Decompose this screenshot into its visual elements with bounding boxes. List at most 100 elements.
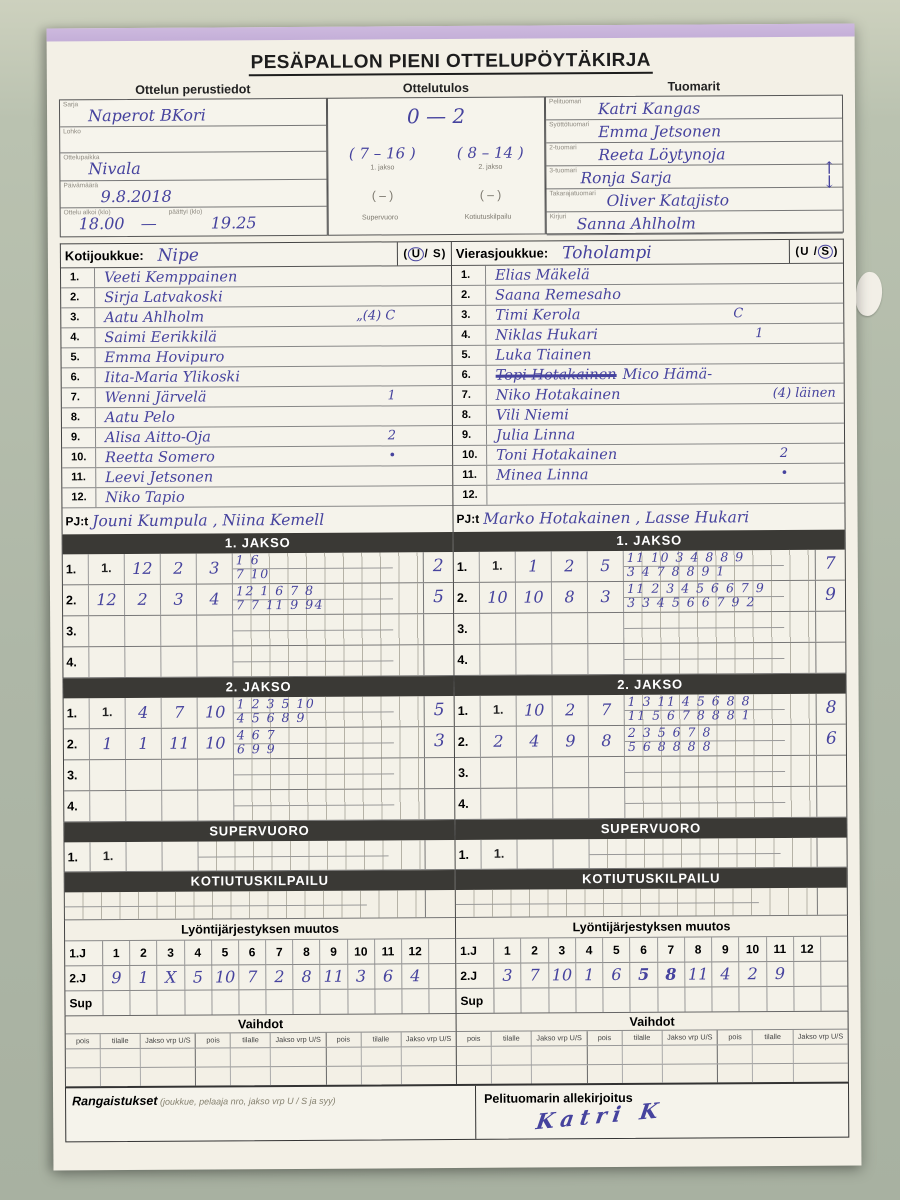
- player-row: 11. Leevi Jetsonen: [62, 466, 453, 489]
- player-row: 5. Emma Hovipuro: [61, 346, 452, 369]
- substitutions-away: Vaihdot pois tilalle Jakso vrp U/S pois til…: [456, 1010, 848, 1084]
- substitution-row: [65, 1045, 456, 1068]
- kotiutuskilpailu-row: [455, 887, 847, 918]
- inning-row: 4.: [63, 645, 454, 679]
- player-row: 10. Reetta Somero •: [62, 446, 453, 469]
- kotiutuskilpailu-score: ( – ): [479, 187, 502, 202]
- match-basics: Ottelun perustiedot Sarja Naperot BKori …: [58, 82, 328, 238]
- pad-binding-strip: [46, 23, 855, 42]
- scoresheet-paper: PESÄPALLON PIENI OTTELUPÖYTÄKIRJA Ottelu…: [46, 23, 862, 1171]
- player-row: 11. Minea Linna •: [453, 463, 845, 487]
- player-row: 4. Niklas Hukari 1: [452, 323, 844, 347]
- order-change-row: 2.J 9 1 X 5 10 7 2 8 11 3 6 4: [65, 962, 456, 991]
- order-header-row: 1.J 1 2 3 4 5 6 7 8 9 10 11 12: [456, 935, 848, 963]
- player-row: 12. Niko Tapio: [62, 486, 453, 509]
- kotiutuskilpailu-bar: KOTIUTUSKILPAILU: [64, 870, 455, 893]
- referee-row: 2-tuomari Reeta Löytynoja: [546, 141, 843, 167]
- away-coaches-row: PJ:t Marko Hotakainen , Lasse Hukari: [456, 508, 750, 528]
- field-sarja: Sarja Naperot BKori: [59, 98, 327, 128]
- swap-arrows: ↑ ↓: [822, 158, 837, 193]
- player-row: 2. Saana Remesaho: [452, 283, 844, 307]
- player-row: 9. Alisa Aitto-Oja 2: [61, 426, 453, 449]
- player-row: 12.: [453, 483, 845, 507]
- inning-row: 4.: [64, 789, 455, 823]
- player-row: 5. Luka Tiainen: [452, 343, 844, 367]
- supervuoro-row: 1. 1.: [64, 840, 455, 873]
- field-paivamaara: Päivämäärä 9.8.2018: [60, 179, 327, 209]
- paivamaara-value: 9.8.2018: [100, 186, 172, 207]
- player-row: 10. Toni Hotakainen 2: [453, 443, 845, 467]
- period2-section: 2. JAKSO 1. 1. 4 7 10 1 2 3 5 10 4 5 6 8 …: [62, 673, 848, 823]
- referee-row: Syöttötuomari Emma Jetsonen: [546, 118, 843, 144]
- period2-bar: 2. JAKSO: [454, 673, 846, 696]
- paattyi-value: 19.25: [210, 213, 257, 233]
- referees: Tuomarit Pelituomari Katri Kangas Syöttö…: [544, 79, 844, 236]
- field-ottelupaikka: Ottelupaikka Nivala: [60, 151, 327, 182]
- referee-row: Pelituomari Katri Kangas: [545, 95, 843, 121]
- inning-row: 3.: [454, 611, 846, 645]
- away-roster: Vierasjoukkue: Toholampi (U / S) 1. Elias …: [451, 239, 845, 532]
- kotiutuskilpailu-home: KOTIUTUSKILPAILU: [64, 869, 456, 921]
- kotiutuskilpailu-section: KOTIUTUSKILPAILU KOTIUTUSKILPAILU: [63, 867, 848, 921]
- player-row: 8. Vili Niemi: [452, 403, 844, 427]
- period1-bar: 1. JAKSO: [62, 532, 453, 555]
- player-row: 3. Timi Kerola C: [452, 303, 844, 327]
- sarja-value: Naperot BKori: [87, 105, 206, 126]
- kotiutuskilpailu-row: [64, 890, 455, 921]
- player-row: 1. Elias Mäkelä: [451, 263, 844, 287]
- penalties-box: Rangaistukset (joukkue, pelaaja nro, jak…: [65, 1085, 477, 1142]
- player-row: 6. Topi Hotakainen Mico Hämä-: [452, 363, 844, 387]
- player-row: 4. Saimi Eerikkilä: [61, 326, 452, 349]
- substitution-row: [456, 1043, 848, 1065]
- final-score: 0 — 2: [406, 103, 466, 129]
- header-section: Ottelun perustiedot Sarja Naperot BKori …: [58, 79, 844, 238]
- period1-score: ( 7 – 16 ): [348, 144, 416, 163]
- inning-row: 3.: [63, 758, 455, 792]
- substitution-row: [456, 1062, 848, 1084]
- away-team-name: Toholampi: [562, 242, 652, 263]
- home-us-selector: (U / S): [396, 242, 451, 266]
- player-row: 9. Julia Linna: [452, 423, 845, 447]
- supervuoro-bar: SUPERVUORO: [455, 817, 847, 840]
- supervuoro-home: SUPERVUORO 1. 1.: [64, 819, 456, 873]
- order-header-row: 1.J 1 2 3 4 5 6 7 8 9 10 11 12: [65, 937, 456, 966]
- player-row: 3. Aatu Ahlholm „(4) C: [61, 306, 452, 329]
- player-row: 1. Veeti Kemppainen: [60, 266, 452, 289]
- inning-row: 3.: [454, 755, 847, 789]
- ottelupaikka-value: Nivala: [88, 158, 141, 179]
- supervuoro-row: 1. 1.: [455, 837, 847, 870]
- basics-heading: Ottelun perustiedot: [135, 82, 251, 97]
- substitution-row: [65, 1064, 456, 1087]
- referee-row: 3-tuomari Ronja Sarja: [546, 164, 843, 190]
- substitutions-home: Vaihdot pois tilalle Jakso vrp U/S pois til…: [65, 1012, 457, 1087]
- order-change-row: 2.J 3 7 10 1 6 5 8 11 4 2 9: [456, 960, 848, 988]
- substitutions-section: Vaihdot pois tilalle Jakso vrp U/S pois til…: [64, 1010, 849, 1087]
- away-team-label: Vierasjoukkue:: [455, 245, 549, 261]
- background-tape-scrap: [853, 270, 885, 318]
- inning-row: 3.: [63, 614, 454, 648]
- inning-row: 1. 1. 10 2 7 1 3 11 4 5 6 8 8 11 5 6 7 8 …: [454, 693, 846, 727]
- referee-row: Kirjuri Sanna Ahlholm: [546, 210, 843, 236]
- period2-bar: 2. JAKSO: [63, 676, 454, 699]
- kotiutuskilpailu-bar: KOTIUTUSKILPAILU: [455, 867, 847, 890]
- bottom-section: Rangaistukset (joukkue, pelaaja nro, jak…: [64, 1081, 850, 1143]
- kotiutuskilpailu-away: KOTIUTUSKILPAILU: [455, 867, 847, 918]
- alkoi-value: 18.00: [78, 214, 125, 234]
- referees-heading: Tuomarit: [667, 79, 721, 94]
- substitution-headers: pois tilalle Jakso vrp U/S pois tilalle Jaks…: [65, 1030, 456, 1049]
- player-row: 6. Iita-Maria Ylikoski: [61, 366, 452, 389]
- order-sup-row: Sup: [65, 987, 456, 1016]
- inning-row: 4.: [454, 642, 846, 676]
- inning-row: 1. 1. 4 7 10 1 2 3 5 10 4 5 6 8 9 5: [63, 696, 454, 730]
- period2-away: 2. JAKSO 1. 1. 10 2 7 1 3 11 4 5 6 8 8 11…: [454, 673, 847, 820]
- field-kellonajat: Ottelu alkoi (klo) päättyi (klo) 18.00 —…: [63, 208, 257, 234]
